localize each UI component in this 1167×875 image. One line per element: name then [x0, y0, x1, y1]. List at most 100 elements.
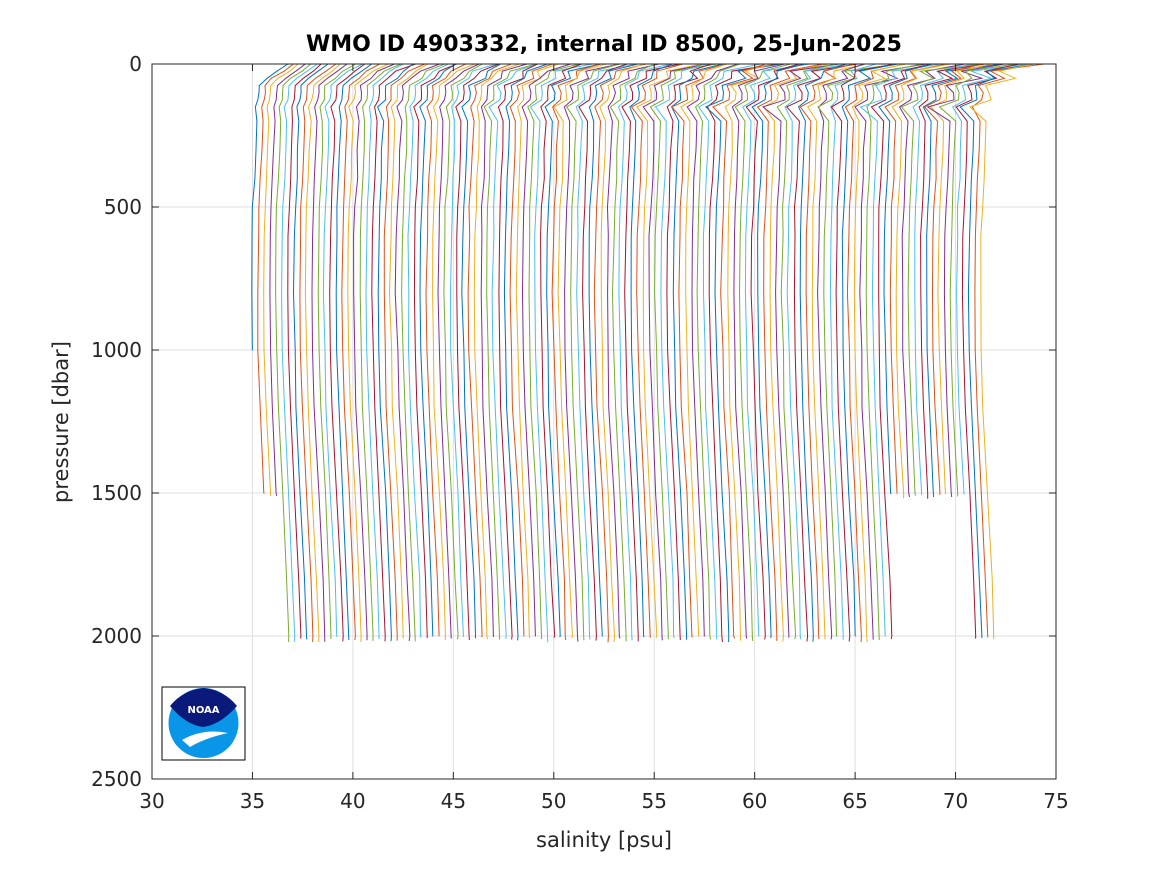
x-tick-label: 60 — [742, 789, 767, 813]
logo-wave — [182, 731, 228, 747]
profile-line — [455, 63, 499, 641]
profile-line — [666, 63, 712, 641]
chart-title: WMO ID 4903332, internal ID 8500, 25-Jun… — [306, 32, 902, 57]
profile-line — [606, 63, 660, 639]
profile-line — [929, 63, 993, 495]
y-tick-label: 2500 — [91, 767, 142, 791]
profile-line — [912, 63, 973, 496]
logo-bird — [170, 688, 237, 727]
profile-line — [878, 63, 933, 495]
logo-text: NOAA — [187, 705, 219, 716]
y-tick-label: 0 — [129, 52, 142, 76]
profile-line — [705, 63, 781, 643]
axis-ticks — [151, 63, 1057, 780]
profile-line — [588, 63, 639, 637]
profile-line — [630, 63, 684, 638]
profile-line — [959, 63, 1035, 639]
profile-line — [432, 63, 476, 641]
profile-line — [784, 63, 849, 640]
profile-line — [578, 63, 628, 641]
profile-line — [971, 63, 1045, 638]
profile-line — [629, 63, 673, 638]
profile-line — [797, 63, 847, 642]
profile-line — [359, 63, 402, 641]
profile-line — [642, 63, 708, 641]
profile-line — [734, 63, 791, 641]
profile-line — [609, 63, 656, 642]
x-tick-label: 40 — [340, 789, 365, 813]
profile-line — [329, 63, 366, 642]
x-tick-label: 70 — [943, 789, 968, 813]
profile-line — [311, 63, 348, 642]
profile-line — [394, 63, 440, 641]
profile-line — [712, 63, 766, 639]
profile-line — [621, 63, 680, 642]
profile-line — [891, 63, 951, 499]
profile-line — [593, 63, 647, 643]
x-tick-label: 75 — [1043, 789, 1068, 813]
profile-line — [553, 63, 607, 639]
profile-line — [425, 63, 467, 637]
profile-line — [575, 63, 637, 640]
profile-line — [776, 63, 837, 640]
profile-line — [636, 63, 702, 638]
y-axis-label: pressure [dbar] — [49, 341, 73, 503]
profile-line — [419, 63, 457, 637]
x-axis-label: salinity [psu] — [536, 828, 672, 852]
profile-line — [413, 63, 457, 638]
profile-line — [353, 63, 395, 641]
profile-line — [671, 63, 727, 638]
profile-line — [467, 63, 512, 638]
profile-line — [527, 63, 580, 640]
profile-line — [817, 63, 899, 637]
profile-line — [761, 63, 840, 638]
profile-line — [706, 63, 776, 643]
profile-line — [365, 63, 404, 640]
profile-line — [742, 63, 811, 637]
profile-line — [697, 63, 761, 639]
profile-line — [443, 63, 483, 640]
profile-line — [263, 63, 299, 496]
profile-line — [745, 63, 800, 640]
profile-line — [488, 63, 538, 639]
profile-line — [287, 63, 322, 639]
profile-line — [483, 63, 537, 640]
profile-line — [299, 63, 337, 643]
profile-line — [817, 63, 865, 640]
profile-line — [918, 63, 986, 499]
profile-line — [900, 63, 981, 496]
profile-line — [731, 63, 785, 639]
profile-line — [844, 63, 906, 643]
profile-line — [563, 63, 620, 642]
x-tick-label: 45 — [441, 789, 466, 813]
profile-line — [951, 63, 1029, 495]
profile-line — [449, 63, 497, 637]
profile-line — [461, 63, 501, 639]
y-tick-label: 500 — [104, 195, 142, 219]
profile-line — [654, 63, 706, 639]
profile-line — [565, 63, 621, 641]
profile-line — [257, 63, 294, 494]
profile-line — [686, 63, 739, 637]
profile-line — [865, 63, 922, 641]
profile-line — [503, 63, 548, 641]
profile-line — [371, 63, 416, 642]
profile-line — [923, 63, 983, 495]
profile-line — [599, 63, 645, 643]
profile-line — [383, 63, 425, 641]
y-tick-label: 1500 — [91, 481, 142, 505]
profile-line — [799, 63, 855, 640]
profile-line — [515, 63, 559, 638]
profile-line — [376, 63, 414, 642]
noaa-logo: NOAA — [161, 686, 246, 761]
profile-line — [341, 63, 381, 641]
profile-line — [694, 63, 740, 640]
profile-line — [898, 63, 965, 498]
profile-line — [670, 63, 723, 640]
profile-line — [347, 63, 389, 643]
profile-line — [955, 63, 1020, 639]
profile-line — [401, 63, 445, 642]
profile-line — [407, 63, 449, 638]
profile-line — [281, 63, 318, 642]
